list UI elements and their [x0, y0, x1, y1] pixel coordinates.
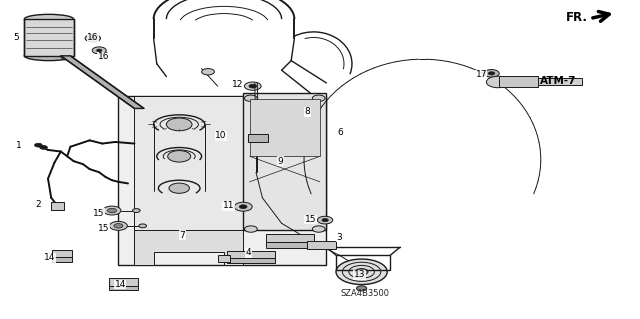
Circle shape [244, 226, 257, 232]
Circle shape [249, 84, 257, 88]
Circle shape [312, 226, 325, 232]
Circle shape [244, 95, 257, 101]
Text: 12: 12 [232, 80, 244, 89]
Polygon shape [227, 258, 275, 263]
Text: 2: 2 [36, 200, 41, 209]
Circle shape [244, 82, 261, 90]
Text: 5: 5 [13, 33, 19, 42]
Circle shape [108, 208, 116, 213]
Polygon shape [109, 278, 138, 286]
Text: 3: 3 [337, 233, 342, 241]
Circle shape [239, 205, 247, 209]
Polygon shape [307, 241, 336, 249]
Polygon shape [52, 250, 72, 257]
Circle shape [92, 47, 106, 54]
Circle shape [103, 206, 121, 215]
Ellipse shape [24, 51, 74, 61]
Polygon shape [243, 93, 326, 230]
Circle shape [169, 183, 189, 193]
Text: 17: 17 [476, 70, 487, 79]
Circle shape [40, 145, 47, 149]
Polygon shape [218, 255, 230, 262]
Circle shape [486, 76, 509, 88]
Ellipse shape [24, 14, 74, 24]
Circle shape [484, 70, 499, 77]
Polygon shape [538, 78, 582, 85]
Polygon shape [266, 234, 314, 242]
Text: 16: 16 [87, 33, 99, 42]
Polygon shape [250, 99, 320, 156]
Text: 8: 8 [305, 107, 310, 116]
Text: 6: 6 [338, 128, 343, 137]
Text: 15: 15 [98, 224, 109, 233]
Text: 4: 4 [246, 248, 251, 257]
Text: 10: 10 [215, 131, 227, 140]
Polygon shape [134, 96, 243, 249]
Circle shape [35, 143, 42, 147]
Text: 14: 14 [44, 253, 56, 262]
Circle shape [168, 151, 191, 162]
Polygon shape [61, 56, 144, 108]
Circle shape [202, 69, 214, 75]
Circle shape [109, 221, 127, 230]
Text: 14: 14 [115, 280, 126, 289]
Circle shape [356, 286, 367, 291]
Polygon shape [266, 242, 314, 248]
Text: 7: 7 [180, 231, 185, 240]
Text: FR.: FR. [566, 11, 588, 24]
Polygon shape [248, 134, 268, 142]
Text: ATM-7: ATM-7 [540, 76, 577, 86]
Text: SZA4B3500: SZA4B3500 [340, 289, 389, 298]
Circle shape [312, 95, 325, 101]
Text: 16: 16 [98, 52, 109, 61]
Circle shape [317, 216, 333, 224]
Circle shape [355, 269, 368, 275]
Circle shape [139, 224, 147, 228]
Ellipse shape [61, 52, 70, 60]
Polygon shape [499, 76, 538, 87]
Text: 9: 9 [278, 157, 283, 166]
Text: 1: 1 [17, 141, 22, 150]
Text: 11: 11 [223, 201, 234, 210]
Polygon shape [109, 286, 138, 290]
Polygon shape [24, 19, 74, 56]
Circle shape [166, 118, 192, 131]
Circle shape [132, 209, 140, 212]
Circle shape [234, 202, 252, 211]
Circle shape [97, 49, 102, 52]
Text: 15: 15 [93, 209, 105, 218]
Circle shape [85, 34, 100, 42]
Circle shape [336, 259, 387, 285]
Circle shape [90, 37, 96, 40]
Circle shape [114, 224, 123, 228]
Polygon shape [51, 202, 64, 210]
Circle shape [322, 219, 328, 222]
Polygon shape [118, 96, 326, 265]
Text: 13: 13 [354, 271, 365, 279]
Polygon shape [227, 251, 275, 258]
Polygon shape [134, 230, 243, 265]
Text: 15: 15 [305, 215, 316, 224]
Polygon shape [52, 257, 72, 262]
Circle shape [488, 72, 495, 75]
